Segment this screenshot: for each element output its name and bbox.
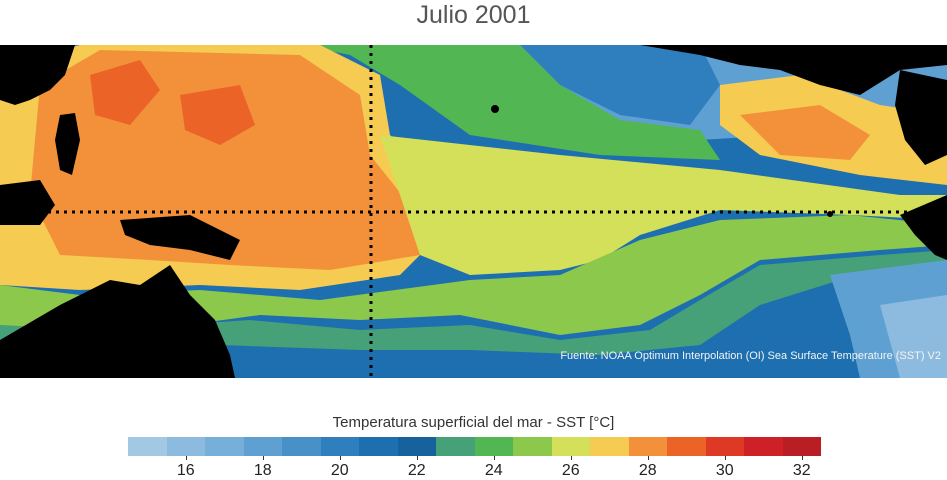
colorbar bbox=[128, 437, 821, 456]
colorbar-swatch bbox=[551, 437, 590, 456]
colorbar-swatch bbox=[513, 437, 552, 456]
colorbar-tick-label: 28 bbox=[638, 462, 657, 479]
colorbar-tick-label: 16 bbox=[176, 462, 195, 479]
colorbar-ticks: 16 18 20 22 24 26 28 30 32 bbox=[128, 456, 821, 480]
colorbar-swatch bbox=[628, 437, 667, 456]
colorbar-swatch bbox=[128, 437, 167, 456]
southeast-coldest bbox=[880, 295, 947, 378]
south-america-landmass bbox=[900, 195, 947, 260]
colorbar-tick-label: 18 bbox=[253, 462, 272, 479]
colorbar-tick-mark bbox=[416, 456, 418, 460]
hawaii-islands bbox=[491, 105, 499, 113]
colorbar-tick-mark bbox=[185, 456, 187, 460]
colorbar-tick-mark bbox=[801, 456, 803, 460]
colorbar-swatch bbox=[166, 437, 205, 456]
new-guinea-landmass bbox=[120, 215, 240, 260]
south-green-band bbox=[0, 215, 947, 335]
sst-map bbox=[0, 45, 947, 378]
colorbar-tick-mark bbox=[339, 456, 341, 460]
map-title: Julio 2001 bbox=[416, 1, 531, 29]
colorbar-swatch bbox=[282, 437, 321, 456]
hot-spot-1 bbox=[90, 60, 160, 125]
equatorial-yellow bbox=[380, 135, 947, 275]
colorbar-swatch bbox=[705, 437, 744, 456]
central-america-landmass bbox=[895, 70, 947, 165]
colorbar-tick-label: 26 bbox=[561, 462, 580, 479]
land-masses bbox=[0, 45, 947, 378]
colorbar-title: Temperatura superficial del mar - SST [°… bbox=[332, 414, 615, 431]
australia-landmass bbox=[0, 265, 235, 378]
north-america-landmass bbox=[640, 45, 947, 95]
colorbar-tick-mark bbox=[493, 456, 495, 460]
colorbar-tick-mark bbox=[570, 456, 572, 460]
colorbar-tick-mark bbox=[262, 456, 264, 460]
borneo-landmass bbox=[0, 180, 55, 225]
colorbar-tick-mark bbox=[647, 456, 649, 460]
colorbar-swatch bbox=[590, 437, 629, 456]
colorbar-swatch bbox=[782, 437, 821, 456]
colorbar-swatch bbox=[474, 437, 513, 456]
east-warm-core bbox=[740, 105, 870, 160]
colorbar-swatch bbox=[359, 437, 398, 456]
south-deep-green bbox=[0, 250, 947, 355]
colorbar-swatch bbox=[667, 437, 706, 456]
colorbar-swatch bbox=[436, 437, 475, 456]
colorbar-tick-mark bbox=[724, 456, 726, 460]
galapagos-islands bbox=[827, 211, 833, 217]
hot-spot-2 bbox=[180, 85, 255, 145]
north-green-band bbox=[300, 45, 720, 160]
asia-landmass bbox=[0, 45, 75, 105]
colorbar-swatch bbox=[205, 437, 244, 456]
colorbar-tick-label: 22 bbox=[407, 462, 426, 479]
data-source-note: Fuente: NOAA Optimum Interpolation (OI) … bbox=[560, 350, 941, 362]
colorbar-swatch bbox=[397, 437, 436, 456]
colorbar-tick-label: 20 bbox=[330, 462, 349, 479]
north-cool-core bbox=[520, 45, 720, 125]
colorbar-swatch bbox=[243, 437, 282, 456]
philippines-landmass bbox=[55, 113, 80, 175]
colorbar-swatch bbox=[744, 437, 783, 456]
colorbar-tick-label: 30 bbox=[715, 462, 734, 479]
colorbar-swatch bbox=[320, 437, 359, 456]
colorbar-tick-label: 32 bbox=[792, 462, 811, 479]
colorbar-tick-label: 24 bbox=[484, 462, 503, 479]
